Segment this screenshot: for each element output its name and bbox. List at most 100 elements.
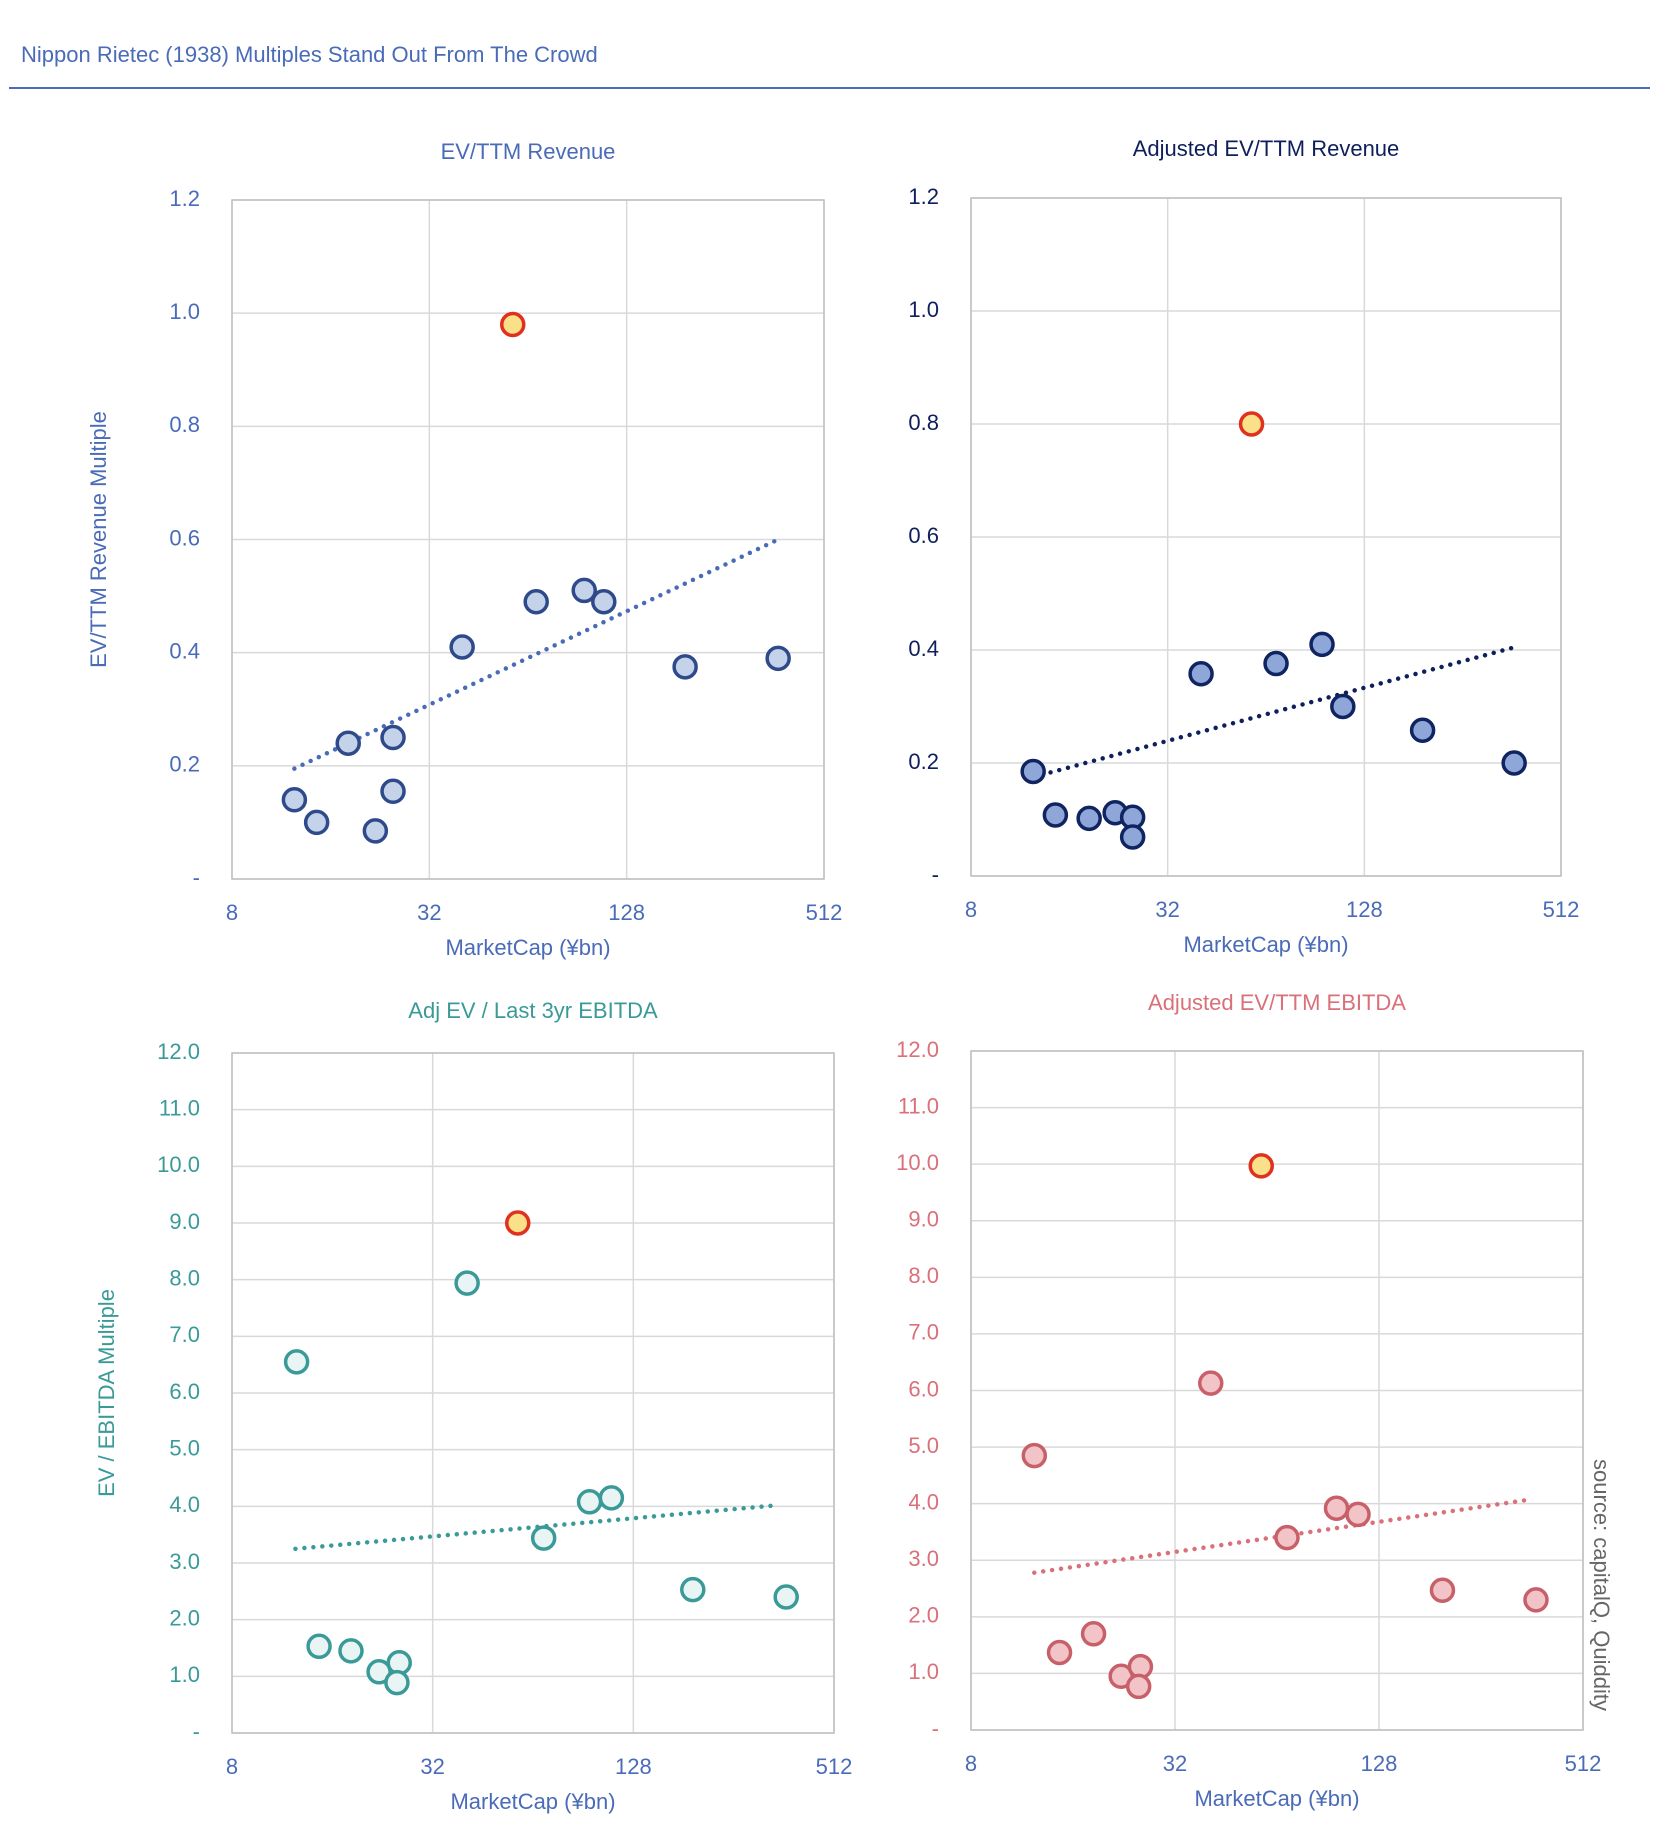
data-point: [1523, 1587, 1549, 1613]
y-tick-label: 0.8: [169, 412, 200, 437]
y-tick-label: 6.0: [169, 1379, 200, 1404]
data-point: [306, 1633, 332, 1660]
chart-title: Adjusted EV/TTM Revenue: [1133, 136, 1400, 161]
y-tick-label: 0.6: [908, 523, 939, 548]
data-point: [773, 1584, 799, 1610]
data-point: [500, 311, 526, 338]
x-tick-label: 8: [226, 900, 238, 925]
y-tick-label: 9.0: [169, 1209, 200, 1234]
data-point: [1188, 660, 1214, 687]
data-point: [366, 1659, 392, 1685]
data-point: [1046, 1639, 1073, 1666]
data-point: [1076, 805, 1102, 832]
data-point: [1198, 1370, 1224, 1396]
data-point: [1309, 631, 1335, 658]
y-tick-label: 0.6: [169, 525, 200, 550]
data-point: [303, 809, 330, 836]
y-tick-label: 5.0: [169, 1435, 200, 1460]
data-point: [281, 787, 308, 813]
y-tick-label: -: [193, 1719, 200, 1744]
y-tick-label: 8.0: [169, 1265, 200, 1290]
data-point: [1042, 802, 1069, 828]
y-tick-label: 1.0: [169, 1662, 200, 1687]
y-tick-label: 12.0: [157, 1039, 200, 1064]
y-tick-label: 10.0: [896, 1150, 939, 1175]
chart-title: Adj EV / Last 3yr EBITDA: [408, 998, 658, 1023]
data-point: [1125, 1673, 1152, 1700]
x-tick-label: 128: [615, 1754, 652, 1779]
data-point: [765, 645, 791, 672]
data-point: [454, 1270, 480, 1296]
y-tick-label: 1.2: [908, 184, 939, 209]
data-point: [591, 588, 617, 615]
x-axis-label: MarketCap (¥bn): [445, 935, 610, 960]
data-point: [338, 1638, 364, 1664]
data-point: [576, 1489, 603, 1515]
x-tick-label: 32: [1163, 1751, 1187, 1776]
y-tick-label: 5.0: [908, 1433, 939, 1458]
data-point: [1274, 1524, 1300, 1551]
y-tick-label: 0.8: [908, 410, 939, 435]
y-tick-label: 1.0: [169, 299, 200, 324]
data-point: [571, 577, 597, 604]
y-tick-label: 3.0: [908, 1546, 939, 1571]
data-point: [384, 1669, 410, 1696]
data-point: [283, 1349, 310, 1375]
y-tick-label: 11.0: [898, 1093, 939, 1118]
y-axis-label: EV/TTM Revenue Multiple: [86, 411, 111, 668]
chart-title: EV/TTM Revenue: [441, 139, 616, 164]
plot-frame: [231, 199, 825, 880]
y-tick-label: 1.0: [908, 1659, 939, 1684]
plot-frame: [231, 1052, 835, 1734]
y-tick-label: 7.0: [169, 1322, 200, 1347]
data-point: [1020, 758, 1046, 785]
x-axis-label: MarketCap (¥bn): [1183, 932, 1348, 957]
y-tick-label: 0.4: [169, 638, 200, 663]
x-tick-label: 32: [1155, 897, 1179, 922]
y-tick-label: 12.0: [896, 1037, 939, 1062]
y-tick-label: 1.2: [169, 186, 200, 211]
plot-frame: [970, 197, 1562, 877]
y-tick-label: 0.4: [908, 636, 939, 661]
page-title: Nippon Rietec (1938) Multiples Stand Out…: [21, 42, 598, 67]
data-point: [530, 1525, 557, 1551]
data-point: [523, 588, 549, 615]
data-point: [504, 1210, 531, 1236]
y-tick-label: 4.0: [169, 1492, 200, 1517]
x-tick-label: 512: [816, 1754, 853, 1779]
x-tick-label: 8: [965, 897, 977, 922]
chart-title: Adjusted EV/TTM EBITDA: [1148, 990, 1406, 1015]
x-tick-label: 32: [417, 900, 441, 925]
y-tick-label: 11.0: [159, 1095, 200, 1120]
y-axis-label: EV / EBITDA Multiple: [94, 1289, 119, 1497]
source-note: source: capitalQ, Quiddity: [1589, 1459, 1614, 1711]
x-tick-label: 512: [1543, 897, 1580, 922]
data-point: [1501, 750, 1527, 776]
data-point: [380, 724, 406, 751]
data-point: [672, 654, 698, 680]
data-point: [1021, 1442, 1048, 1469]
data-point: [380, 778, 406, 805]
y-tick-label: 0.2: [169, 752, 200, 777]
x-tick-label: 512: [806, 900, 843, 925]
y-tick-label: 4.0: [908, 1489, 939, 1514]
data-point: [335, 730, 361, 756]
data-point: [1345, 1501, 1371, 1528]
data-point: [1429, 1577, 1456, 1603]
trend-line: [1030, 644, 1518, 780]
x-tick-label: 128: [608, 900, 645, 925]
y-tick-label: 9.0: [908, 1207, 939, 1232]
y-tick-label: 6.0: [908, 1376, 939, 1401]
y-tick-label: 8.0: [908, 1263, 939, 1288]
y-tick-label: 2.0: [169, 1605, 200, 1630]
data-point: [598, 1485, 625, 1511]
x-axis-label: MarketCap (¥bn): [450, 1789, 615, 1814]
plot-frame: [970, 1050, 1584, 1731]
data-point: [449, 634, 475, 660]
data-point: [1080, 1621, 1107, 1647]
y-tick-label: 10.0: [157, 1152, 200, 1177]
x-tick-label: 8: [226, 1754, 238, 1779]
x-axis-label: MarketCap (¥bn): [1194, 1786, 1359, 1811]
x-tick-label: 32: [420, 1754, 444, 1779]
